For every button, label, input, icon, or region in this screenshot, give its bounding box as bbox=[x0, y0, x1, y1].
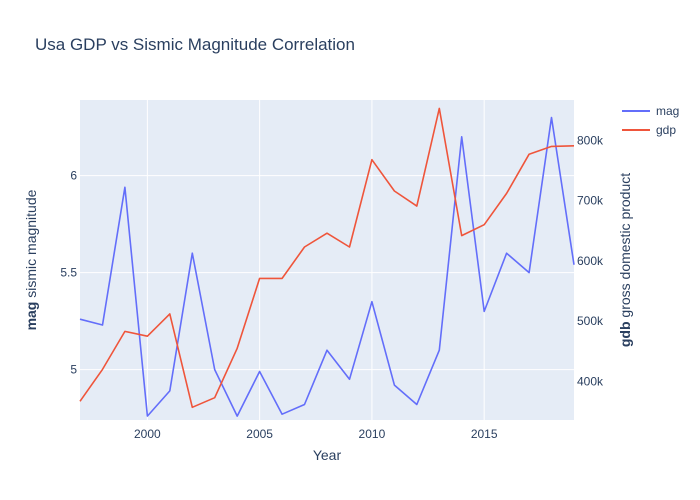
legend-label: gdp bbox=[656, 123, 676, 137]
legend-item-gdp[interactable]: gdp bbox=[622, 123, 676, 137]
y-right-axis-title-bold: gdb bbox=[617, 321, 633, 347]
y-left-tick-label: 5 bbox=[70, 363, 77, 377]
plot-area bbox=[80, 100, 574, 420]
y-left-tick-label: 5.5 bbox=[60, 266, 77, 280]
x-tick-label: 2000 bbox=[134, 427, 161, 441]
x-tick-labels: 2000 2005 2010 2015 bbox=[134, 427, 498, 441]
y-right-tick-label: 700k bbox=[577, 194, 604, 208]
y-right-tick-label: 500k bbox=[577, 314, 604, 328]
x-tick-label: 2015 bbox=[471, 427, 498, 441]
series-lines bbox=[79, 107, 575, 417]
series-line-gdp bbox=[79, 107, 575, 409]
y-left-tick-labels: 55.56 bbox=[60, 169, 77, 377]
y-left-axis-title-bold: mag bbox=[23, 302, 39, 331]
grid bbox=[80, 100, 574, 420]
x-axis-title: Year bbox=[313, 447, 342, 463]
y-right-axis-title-rest: gross domestic product bbox=[617, 173, 633, 322]
legend-label: mag bbox=[656, 104, 679, 118]
y-right-axis-title: gdb gross domestic product bbox=[617, 173, 633, 347]
legend[interactable]: mag gdp bbox=[622, 104, 679, 137]
chart-title: Usa GDP vs Sismic Magnitude Correlation bbox=[35, 35, 355, 54]
y-left-axis-title-rest: sismic magnitude bbox=[23, 189, 39, 301]
series-line-mag bbox=[79, 116, 575, 417]
y-right-tick-labels: 400k 500k 600k 700k 800k bbox=[577, 133, 604, 388]
y-right-tick-label: 800k bbox=[577, 133, 604, 147]
legend-item-mag[interactable]: mag bbox=[622, 104, 679, 118]
y-left-tick-label: 6 bbox=[70, 169, 77, 183]
x-tick-label: 2010 bbox=[359, 427, 386, 441]
x-tick-label: 2005 bbox=[246, 427, 273, 441]
y-right-tick-label: 600k bbox=[577, 254, 604, 268]
y-right-tick-label: 400k bbox=[577, 374, 604, 388]
y-left-axis-title: mag sismic magnitude bbox=[23, 189, 39, 330]
